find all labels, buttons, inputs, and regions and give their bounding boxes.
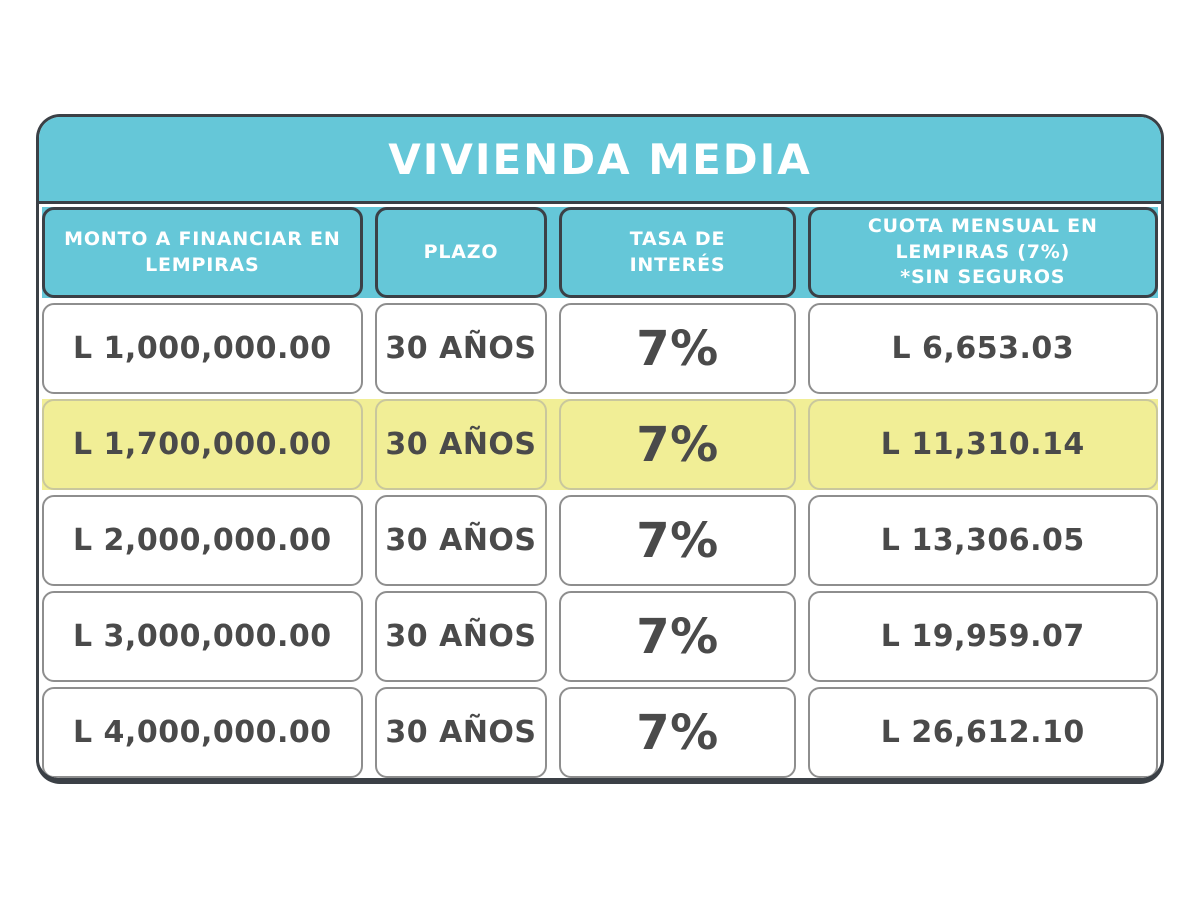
cell-monto-a-financiar: L 2,000,000.00 [42, 495, 363, 586]
column-header-monto: MONTO A FINANCIAR EN LEMPIRAS [42, 207, 363, 298]
cell-monto-a-financiar: L 1,000,000.00 [42, 303, 363, 394]
cell-plazo: 30 AÑOS [374, 591, 548, 682]
cell-cuota-mensual: L 26,612.10 [807, 687, 1158, 778]
cell-cuota-mensual: L 11,310.14 [807, 399, 1158, 490]
table-row: L 3,000,000.00 30 AÑOS 7% L 19,959.07 [42, 591, 1158, 682]
column-header-cuota: CUOTA MENSUAL EN LEMPIRAS (7%) *SIN SEGU… [807, 207, 1158, 298]
table-body: MONTO A FINANCIAR EN LEMPIRAS PLAZO TASA… [39, 204, 1161, 778]
cell-plazo: 30 AÑOS [374, 303, 548, 394]
table-row: L 4,000,000.00 30 AÑOS 7% L 26,612.10 [42, 687, 1158, 778]
cell-tasa-de-interes: 7% [559, 303, 796, 394]
table-row: L 1,000,000.00 30 AÑOS 7% L 6,653.03 [42, 303, 1158, 394]
column-header-plazo: PLAZO [374, 207, 548, 298]
cell-cuota-mensual: L 13,306.05 [807, 495, 1158, 586]
cell-cuota-mensual: L 6,653.03 [807, 303, 1158, 394]
cell-cuota-mensual: L 19,959.07 [807, 591, 1158, 682]
table-title: VIVIENDA MEDIA [39, 117, 1161, 204]
table-row: L 1,700,000.00 30 AÑOS 7% L 11,310.14 [42, 399, 1158, 490]
cell-tasa-de-interes: 7% [559, 495, 796, 586]
cell-monto-a-financiar: L 1,700,000.00 [42, 399, 363, 490]
column-header-tasa: TASA DE INTERÉS [559, 207, 796, 298]
table-header-row: MONTO A FINANCIAR EN LEMPIRAS PLAZO TASA… [42, 207, 1158, 298]
table-row: L 2,000,000.00 30 AÑOS 7% L 13,306.05 [42, 495, 1158, 586]
cell-plazo: 30 AÑOS [374, 399, 548, 490]
financing-table-card: VIVIENDA MEDIA MONTO A FINANCIAR EN LEMP… [36, 114, 1164, 784]
cell-tasa-de-interes: 7% [559, 591, 796, 682]
cell-plazo: 30 AÑOS [374, 687, 548, 778]
cell-monto-a-financiar: L 3,000,000.00 [42, 591, 363, 682]
cell-tasa-de-interes: 7% [559, 687, 796, 778]
cell-plazo: 30 AÑOS [374, 495, 548, 586]
cell-monto-a-financiar: L 4,000,000.00 [42, 687, 363, 778]
cell-tasa-de-interes: 7% [559, 399, 796, 490]
